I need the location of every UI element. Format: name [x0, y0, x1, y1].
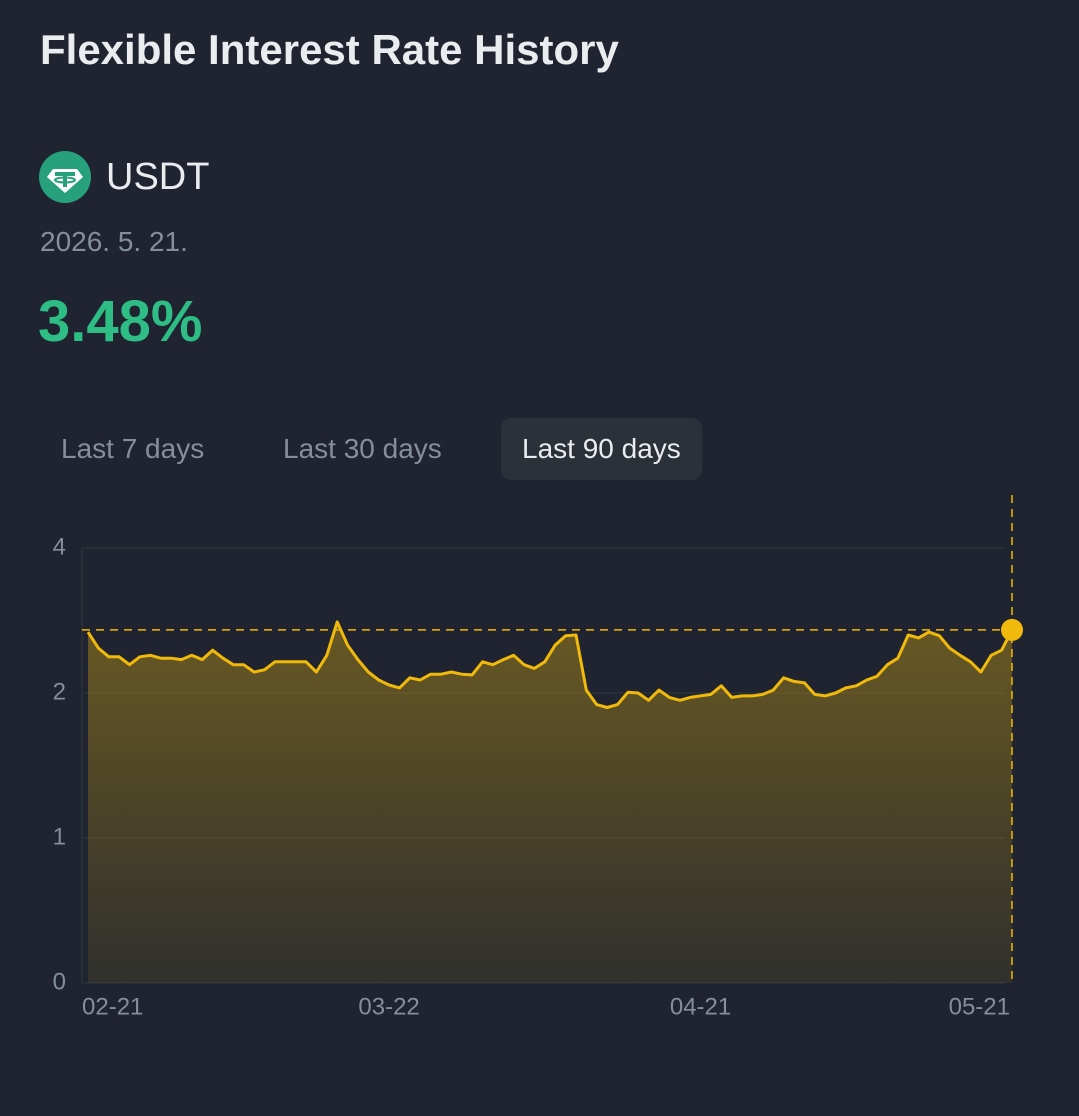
y-tick-label: 2 [53, 678, 66, 705]
page-title: Flexible Interest Rate History [40, 26, 619, 73]
y-tick-label: 0 [53, 968, 66, 995]
x-tick-label: 04-21 [670, 993, 731, 1020]
coin-icon [39, 151, 91, 203]
rate: 3.48% [38, 289, 203, 354]
x-tick-label: 03-22 [358, 993, 419, 1020]
area [88, 621, 1012, 983]
tab[interactable]: Last 90 days [501, 418, 702, 480]
tab[interactable]: Last 30 days [283, 433, 442, 464]
coin-name: USDT [106, 156, 210, 198]
x-tick-label: 05-21 [949, 993, 1010, 1020]
y-tick-label: 1 [53, 823, 66, 850]
date: 2026. 5. 21. [40, 226, 188, 257]
tab[interactable]: Last 7 days [61, 433, 205, 464]
chart: 0 1 2 4 02-21 03-22 04-21 05-21 [53, 495, 1023, 1020]
x-tick-label: 02-21 [82, 993, 143, 1020]
current-point [1001, 618, 1023, 641]
line [86, 620, 1014, 709]
y-tick-label: 4 [53, 533, 66, 560]
